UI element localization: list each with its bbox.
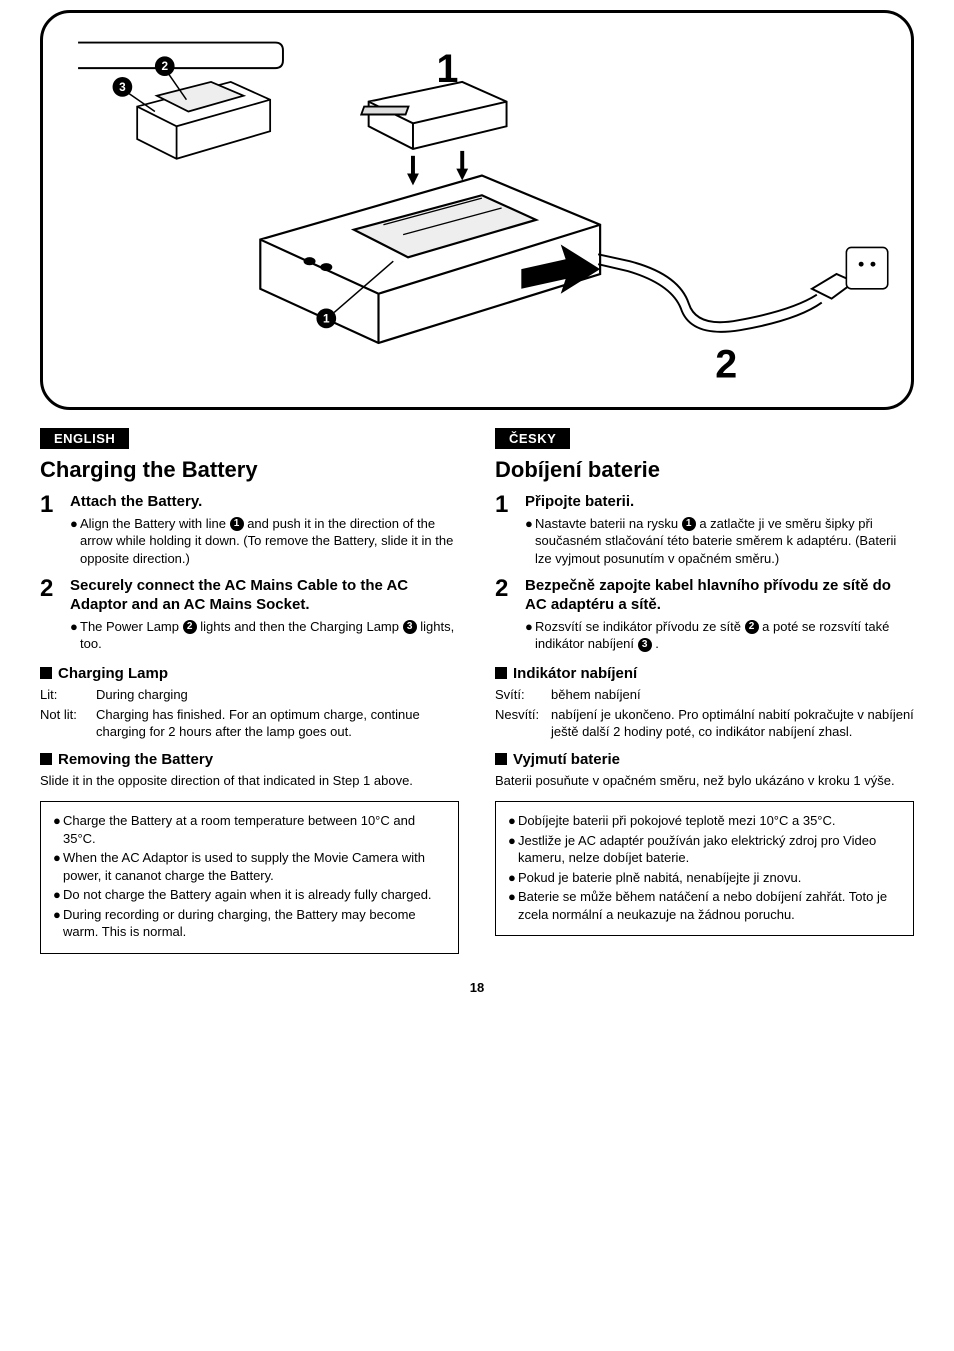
note-2: When the AC Adaptor is used to supply th… (63, 849, 446, 884)
title-english: Charging the Battery (40, 457, 459, 483)
step2-text-mid: lights and then the Charging Lamp (200, 619, 402, 634)
note-4-cz: Baterie se může během natáčení a nebo do… (518, 888, 901, 923)
note-3-cz: Pokud je baterie plně nabitá, nenabíjejt… (518, 869, 901, 887)
lit-row-cz: Svítí: během nabíjení (495, 686, 914, 704)
note-1-cz: Dobíjejte baterii při pokojové teplotě m… (518, 812, 901, 830)
notlit-label: Not lit: (40, 706, 96, 741)
notlit-row: Not lit: Charging has finished. For an o… (40, 706, 459, 741)
step2-text-pre-cz: Rozsvítí se indikátor přívodu ze sítě (535, 619, 745, 634)
callout-3: 3 (119, 80, 126, 94)
circled-2-icon: 2 (745, 620, 759, 634)
notes-box-en: ●Charge the Battery at a room temperatur… (40, 801, 459, 954)
removing-label: Removing the Battery (58, 751, 213, 768)
step-2-number: 2 (40, 577, 58, 601)
step-2-en: 2 Securely connect the AC Mains Cable to… (40, 577, 459, 655)
step-2-number-cz: 2 (495, 577, 513, 601)
content-columns: ENGLISH Charging the Battery 1 Attach th… (40, 428, 914, 954)
note-3: Do not charge the Battery again when it … (63, 886, 446, 904)
step-2-cz: 2 Bezpečně zapojte kabel hlavního přívod… (495, 577, 914, 655)
removing-text-cz: Baterii posuňute v opačném směru, než by… (495, 772, 914, 790)
notes-box-cz: ●Dobíjejte baterii při pokojové teplotě … (495, 801, 914, 936)
lit-label-cz: Svítí: (495, 686, 551, 704)
step-2-bullet-cz: ● Rozsvítí se indikátor přívodu ze sítě … (525, 618, 914, 653)
lang-tag-english: ENGLISH (40, 428, 129, 449)
step-2-bullet: ● The Power Lamp 2 lights and then the C… (70, 618, 459, 653)
square-bullet-icon (40, 753, 52, 765)
notlit-value-cz: nabíjení je ukončeno. Pro optimální nabi… (551, 706, 914, 741)
notlit-row-cz: Nesvítí: nabíjení je ukončeno. Pro optim… (495, 706, 914, 741)
step-1-heading-cz: Připojte baterii. (525, 493, 914, 512)
step-2-heading: Securely connect the AC Mains Cable to t… (70, 577, 459, 615)
note-1: Charge the Battery at a room temperature… (63, 812, 446, 847)
notlit-label-cz: Nesvítí: (495, 706, 551, 741)
square-bullet-icon (495, 667, 507, 679)
lit-value: During charging (96, 686, 459, 704)
square-bullet-icon (495, 753, 507, 765)
indicator-heading-cz: Indikátor nabíjení (495, 665, 914, 682)
callout-2: 2 (161, 59, 168, 73)
circled-1-icon: 1 (682, 517, 696, 531)
charging-lamp-heading: Charging Lamp (40, 665, 459, 682)
circled-3-icon: 3 (638, 638, 652, 652)
charging-lamp-label: Charging Lamp (58, 665, 168, 682)
illustration-frame: 3 2 1 1 (40, 10, 914, 410)
step-1-heading: Attach the Battery. (70, 493, 459, 512)
step-1-bullet: ● Align the Battery with line 1 and push… (70, 515, 459, 568)
title-czech: Dobíjení baterie (495, 457, 914, 483)
step-1-number: 1 (40, 493, 58, 517)
step-1-bullet-cz: ● Nastavte baterii na rysku 1 a zatlačte… (525, 515, 914, 568)
square-bullet-icon (40, 667, 52, 679)
removing-text: Slide it in the opposite direction of th… (40, 772, 459, 790)
step-2-heading-cz: Bezpečně zapojte kabel hlavního přívodu … (525, 577, 914, 615)
indicator-label-cz: Indikátor nabíjení (513, 665, 637, 682)
lit-value-cz: během nabíjení (551, 686, 914, 704)
column-czech: ČESKY Dobíjení baterie 1 Připojte bateri… (495, 428, 914, 954)
callout-1: 1 (323, 311, 330, 325)
circled-2-icon: 2 (183, 620, 197, 634)
step2-text-post-cz: . (655, 636, 659, 651)
step-1-en: 1 Attach the Battery. ● Align the Batter… (40, 493, 459, 569)
step2-text-pre: The Power Lamp (80, 619, 183, 634)
note-4: During recording or during charging, the… (63, 906, 446, 941)
note-2-cz: Jestliže je AC adaptér používán jako ele… (518, 832, 901, 867)
lang-tag-czech: ČESKY (495, 428, 570, 449)
charger-diagram: 3 2 1 1 (43, 13, 911, 407)
removing-label-cz: Vyjmutí baterie (513, 751, 620, 768)
step1-text-pre-cz: Nastavte baterii na rysku (535, 516, 682, 531)
page-number: 18 (40, 980, 914, 995)
illustration-step-2: 2 (715, 342, 737, 386)
removing-heading: Removing the Battery (40, 751, 459, 768)
lit-label: Lit: (40, 686, 96, 704)
notlit-value: Charging has finished. For an optimum ch… (96, 706, 459, 741)
column-english: ENGLISH Charging the Battery 1 Attach th… (40, 428, 459, 954)
removing-heading-cz: Vyjmutí baterie (495, 751, 914, 768)
lit-row: Lit: During charging (40, 686, 459, 704)
step-1-number-cz: 1 (495, 493, 513, 517)
step-1-cz: 1 Připojte baterii. ● Nastavte baterii n… (495, 493, 914, 569)
circled-1-icon: 1 (230, 517, 244, 531)
circled-3-icon: 3 (403, 620, 417, 634)
step1-text-pre: Align the Battery with line (80, 516, 230, 531)
